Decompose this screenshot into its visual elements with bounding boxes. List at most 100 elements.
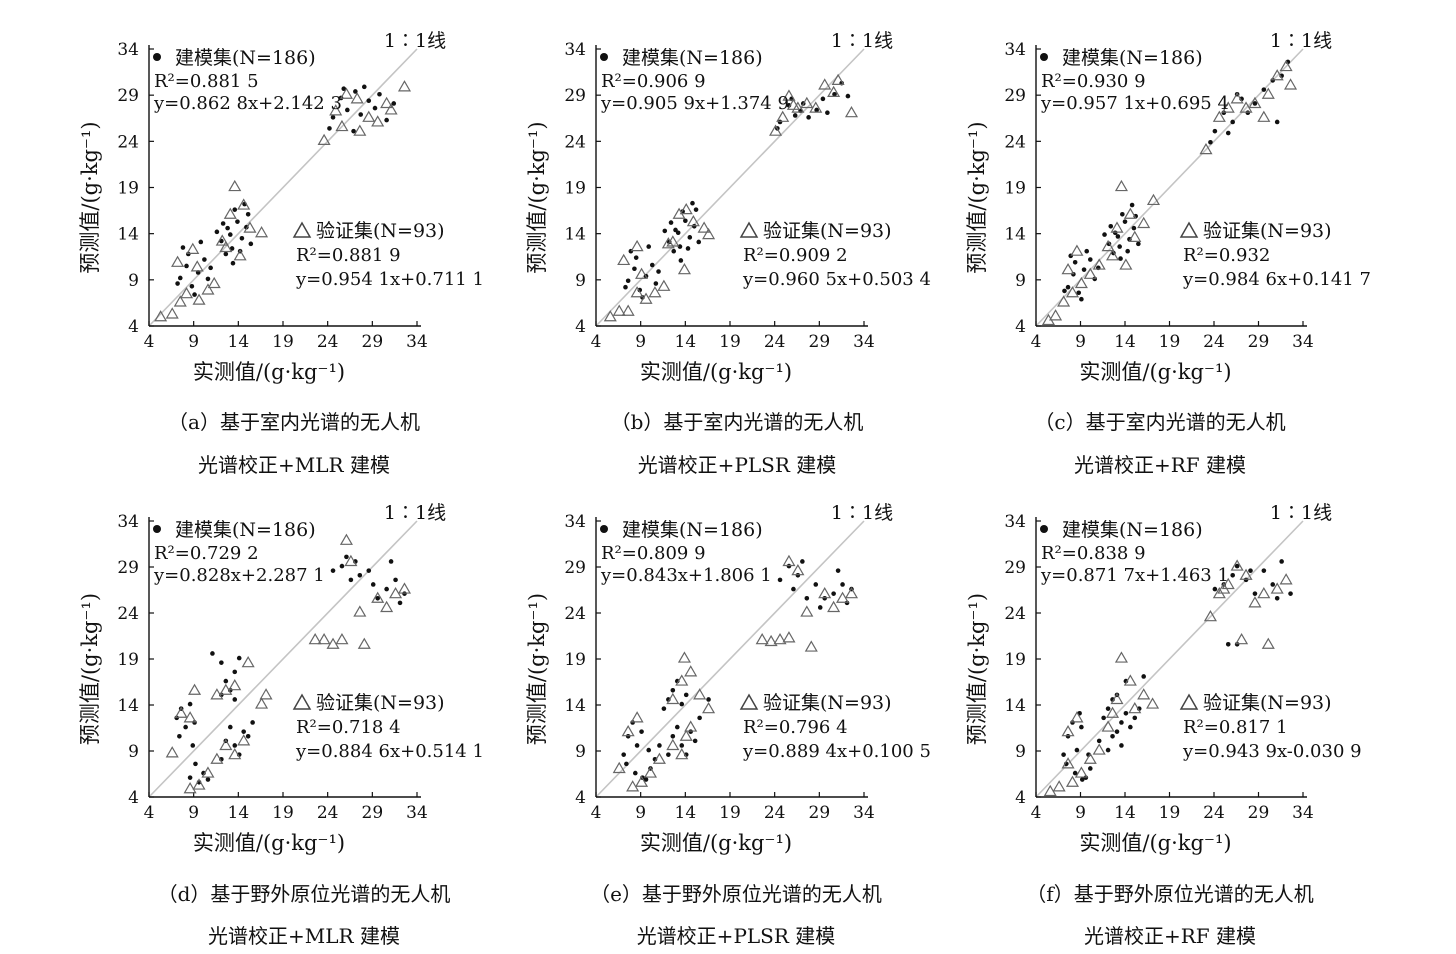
x-tick-label-d-4: 24: [317, 803, 339, 823]
one-to-one-label-d: 1∶1线: [384, 502, 446, 524]
val-point-a-4: [192, 293, 206, 305]
val-point-d-2: [183, 711, 197, 723]
cal-point-f-28: [1212, 586, 1218, 592]
val-point-e-7: [666, 738, 680, 751]
cal-point-c-41: [1274, 119, 1280, 125]
cal-point-b-21: [696, 239, 702, 245]
val-r2-e: R²=0.796 4: [743, 717, 848, 738]
cal-point-f-19: [1119, 743, 1124, 748]
x-tick-label-e-1: 9: [635, 803, 646, 823]
cal-point-f-27: [1096, 738, 1102, 744]
y-tick-label-e-3: 19: [564, 650, 586, 670]
cal-point-b-30: [792, 113, 798, 118]
val-point-e-15: [693, 688, 707, 700]
cal-point-d-35: [393, 577, 398, 583]
cal-point-d-30: [348, 577, 354, 583]
val-legend-label-b: 验证集(N=93): [763, 220, 892, 242]
val-point-d-19: [326, 637, 340, 649]
cal-point-a-9: [198, 239, 204, 245]
cal-point-c-2: [1076, 290, 1082, 296]
y-tick-label-f-4: 24: [1004, 604, 1026, 624]
val-point-f-17: [1203, 609, 1217, 622]
val-legend-label-e: 验证集(N=93): [763, 692, 892, 714]
val-point-a-12: [228, 179, 242, 192]
cal-equation-a: y=0.862 8x+2.142 3: [153, 93, 342, 114]
val-point-b-7: [617, 253, 631, 266]
cal-point-e-11: [646, 747, 652, 753]
cal-point-c-33: [1252, 101, 1258, 106]
val-legend-marker-e: [739, 693, 759, 710]
y-tick-label-d-2: 14: [117, 696, 139, 716]
x-tick-label-b-6: 34: [853, 332, 875, 352]
val-equation-d: y=0.884 6x+0.514 1: [295, 741, 484, 762]
val-point-a-25: [397, 80, 412, 92]
panel-b: 44 9 9 14 14 19 19 24 24 29 29 34 34 实测值/(g·kg⁻¹) 预测值/…: [525, 30, 931, 384]
cal-point-d-2: [183, 724, 188, 730]
val-point-d-24: [357, 637, 371, 649]
cal-point-f-4: [1079, 724, 1084, 730]
val-point-c-21: [1230, 92, 1244, 104]
cal-point-e-4: [639, 729, 644, 734]
x-tick-label-e-4: 24: [764, 803, 786, 823]
y-tick-label-f-3: 19: [1004, 650, 1026, 670]
x-axis-title-f: 实测值/(g·kg⁻¹): [1079, 831, 1231, 855]
one-to-one-label-c: 1∶1线: [1270, 30, 1332, 52]
val-point-b-13: [686, 214, 700, 227]
cal-point-d-28: [330, 568, 336, 573]
val-point-b-26: [786, 98, 800, 110]
cal-point-c-30: [1230, 119, 1235, 125]
cal-point-f-21: [1132, 715, 1138, 721]
cal-point-e-24: [666, 752, 671, 757]
cal-point-d-22: [241, 729, 246, 734]
cal-point-f-12: [1101, 715, 1106, 721]
val-point-c-3: [1065, 286, 1080, 298]
cal-point-d-19: [232, 697, 238, 702]
y-tick-label-c-6: 34: [1004, 40, 1026, 60]
cal-point-d-32: [344, 554, 349, 560]
cal-equation-e: y=0.843x+1.806 1: [600, 565, 772, 586]
y-tick-label-e-4: 24: [564, 604, 586, 624]
val-point-f-23: [1235, 632, 1249, 645]
x-tick-label-c-6: 34: [1292, 332, 1314, 352]
val-point-d-9: [228, 747, 242, 760]
val-point-b-9: [635, 267, 649, 279]
val-point-c-20: [1221, 101, 1235, 113]
cal-point-a-32: [358, 112, 364, 117]
caption-c-line1: （c）基于室内光谱的无人机: [1034, 410, 1286, 434]
cal-point-a-15: [235, 219, 240, 224]
val-point-b-14: [677, 262, 691, 275]
x-tick-label-e-2: 14: [675, 803, 697, 823]
cal-point-b-33: [814, 107, 819, 113]
val-r2-d: R²=0.718 4: [296, 717, 401, 738]
cal-point-b-22: [675, 230, 681, 236]
cal-point-a-38: [391, 101, 397, 106]
val-point-a-1: [165, 307, 179, 319]
val-point-e-2: [630, 711, 644, 723]
y-axis-title-b: 预测值/(g·kg⁻¹): [525, 121, 549, 273]
cal-point-a-37: [341, 86, 347, 92]
x-tick-label-f-4: 24: [1203, 803, 1225, 823]
val-point-f-8: [1070, 711, 1084, 723]
cal-point-f-8: [1079, 777, 1085, 782]
val-point-f-26: [1279, 573, 1293, 585]
cal-point-e-17: [683, 692, 689, 698]
cal-point-b-19: [691, 223, 697, 229]
cal-point-a-10: [175, 281, 180, 286]
val-point-a-17: [219, 240, 233, 253]
cal-point-d-41: [397, 600, 403, 606]
cal-point-d-5: [177, 733, 182, 739]
x-tick-label-c-4: 24: [1203, 332, 1225, 352]
val-point-a-13: [237, 198, 251, 210]
val-point-e-0: [612, 761, 626, 774]
val-point-f-21: [1239, 568, 1253, 580]
cal-point-b-41: [825, 110, 830, 116]
cal-point-e-0: [621, 752, 626, 757]
y-tick-label-f-6: 34: [1004, 512, 1026, 532]
cal-point-f-31: [1234, 563, 1240, 569]
val-point-e-21: [782, 554, 796, 567]
x-tick-label-b-5: 29: [809, 332, 831, 352]
cal-point-d-13: [219, 660, 224, 665]
val-point-b-21: [800, 96, 814, 109]
caption-b-line2: 光谱校正+PLSR 建模: [637, 453, 837, 477]
